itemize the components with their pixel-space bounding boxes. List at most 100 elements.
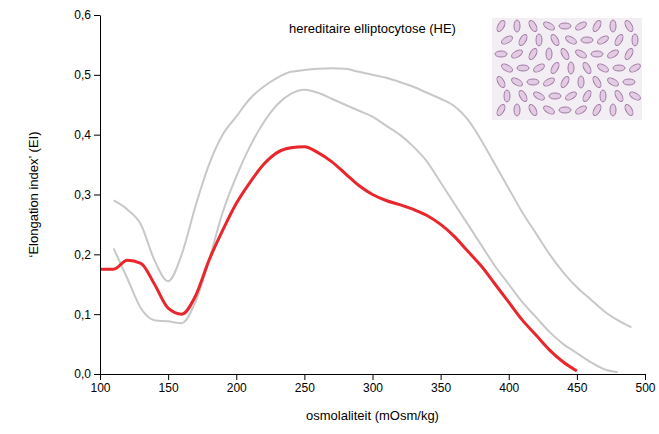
y-tick-mark xyxy=(94,374,100,375)
x-tick-mark xyxy=(509,374,510,380)
cell xyxy=(574,48,587,59)
x-tick-label: 300 xyxy=(363,381,383,395)
cell xyxy=(623,19,634,32)
x-tick-mark xyxy=(100,374,101,380)
x-tick-label: 450 xyxy=(567,381,587,395)
cell xyxy=(527,103,538,116)
cell xyxy=(504,90,510,102)
x-tick: 250 xyxy=(295,374,315,395)
cell xyxy=(581,37,593,43)
y-tick: 0,5 xyxy=(74,68,100,82)
cell xyxy=(610,104,616,116)
cell xyxy=(591,51,603,57)
y-tick-label: 0,6 xyxy=(74,8,91,22)
cell xyxy=(574,104,587,115)
y-tick-mark xyxy=(94,135,100,136)
cell xyxy=(623,103,634,116)
cell xyxy=(514,104,520,116)
cell xyxy=(613,89,624,102)
y-tick: 0,1 xyxy=(74,308,100,322)
x-tick-mark xyxy=(236,374,237,380)
cell xyxy=(600,90,606,102)
y-axis: 0,0 0,1 0,2 0,3 0,4 0,5 0,6 xyxy=(74,8,100,381)
y-tick: 0,4 xyxy=(74,128,100,142)
series-group xyxy=(100,68,631,372)
cell xyxy=(623,47,634,60)
x-tick: 450 xyxy=(567,374,587,395)
series-line xyxy=(114,90,618,372)
inset-background xyxy=(492,18,642,120)
cell xyxy=(596,62,609,73)
cell xyxy=(591,103,602,116)
y-tick-label: 0,4 xyxy=(74,128,91,142)
cell xyxy=(527,19,538,32)
x-tick-mark xyxy=(645,374,646,380)
x-tick-label: 250 xyxy=(295,381,315,395)
cell xyxy=(610,20,616,32)
chart-title: hereditaire elliptocytose (HE) xyxy=(289,21,456,36)
cell xyxy=(549,61,560,74)
cell xyxy=(510,48,523,59)
y-tick-mark xyxy=(94,15,100,16)
y-tick-label: 0,2 xyxy=(74,248,91,262)
y-tick: 0,3 xyxy=(74,188,100,202)
cell xyxy=(591,75,602,88)
x-tick: 150 xyxy=(159,374,179,395)
cell xyxy=(495,51,507,57)
cell xyxy=(517,33,528,46)
cell xyxy=(517,65,529,71)
y-tick-label: 0,0 xyxy=(74,367,91,381)
cell xyxy=(564,90,577,101)
cell xyxy=(591,19,602,32)
cell xyxy=(559,107,571,113)
cell xyxy=(527,47,538,60)
y-axis-title: ‘Elongation index’ (EI) xyxy=(26,132,41,258)
x-tick-mark xyxy=(168,374,169,380)
x-axis: 100150200250300350400450500 xyxy=(90,374,655,395)
x-tick-mark xyxy=(441,374,442,380)
x-tick-label: 500 xyxy=(635,381,655,395)
cell xyxy=(628,90,641,101)
cell xyxy=(581,61,592,74)
y-tick: 0,6 xyxy=(74,8,100,22)
cell xyxy=(606,48,619,59)
cell xyxy=(500,34,513,45)
x-tick: 300 xyxy=(363,374,383,395)
series-line xyxy=(114,68,632,327)
x-tick-mark xyxy=(577,374,578,380)
x-tick: 200 xyxy=(227,374,247,395)
cell xyxy=(495,19,506,32)
y-tick-label: 0,1 xyxy=(74,308,91,322)
cell xyxy=(564,34,577,45)
cell xyxy=(495,103,506,116)
x-tick: 350 xyxy=(431,374,451,395)
y-tick-mark xyxy=(94,314,100,315)
cell xyxy=(613,33,624,46)
x-tick: 400 xyxy=(499,374,519,395)
chart: 1001502002503003504004505000,00,10,20,30… xyxy=(0,0,659,434)
cell xyxy=(628,62,641,73)
y-tick-label: 0,5 xyxy=(74,68,91,82)
y-tick: 0,0 xyxy=(74,367,100,381)
cell xyxy=(542,104,555,115)
cell xyxy=(527,79,539,85)
cell xyxy=(581,89,592,102)
cell xyxy=(510,76,523,87)
x-tick-label: 150 xyxy=(159,381,179,395)
cell xyxy=(549,93,561,99)
cell xyxy=(517,89,528,102)
x-tick-mark xyxy=(304,374,305,380)
cell xyxy=(613,65,625,71)
x-tick-label: 200 xyxy=(227,381,247,395)
cell xyxy=(559,47,570,60)
cell xyxy=(536,34,542,46)
cell xyxy=(623,79,635,85)
inset-image xyxy=(492,18,642,120)
cell xyxy=(568,62,574,74)
cell xyxy=(546,48,552,60)
cell xyxy=(559,75,570,88)
cell xyxy=(632,34,638,46)
x-tick-label: 400 xyxy=(499,381,519,395)
cell xyxy=(500,62,513,73)
y-tick-mark xyxy=(94,195,100,196)
